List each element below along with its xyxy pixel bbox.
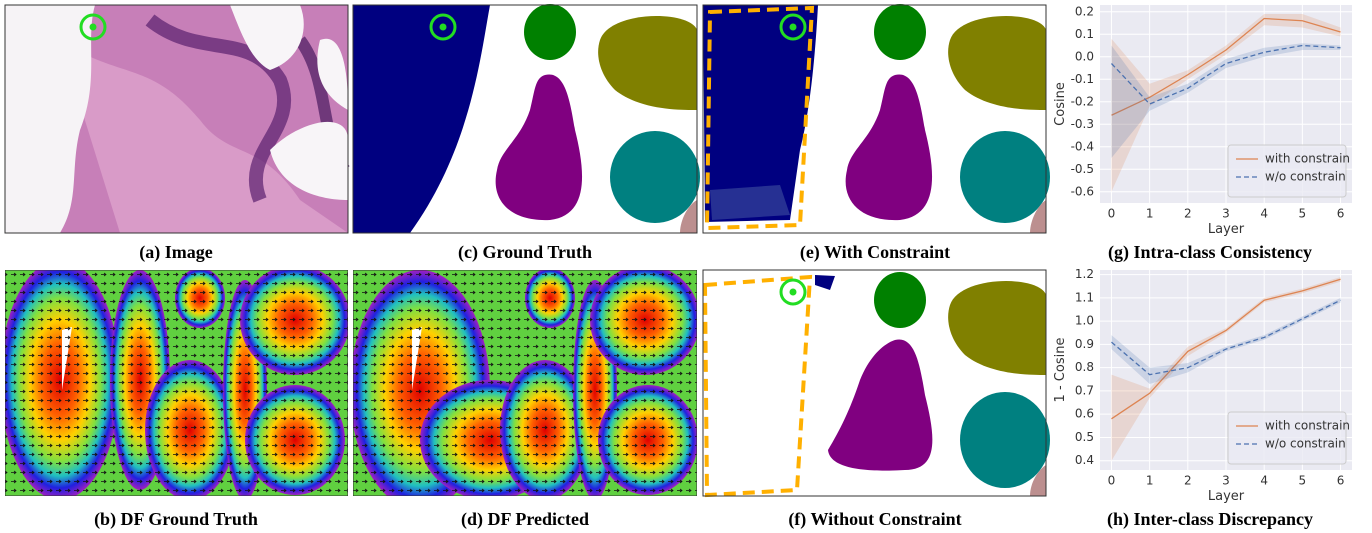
y-tick-label: -0.4 bbox=[1071, 139, 1094, 153]
x-tick-label: 3 bbox=[1222, 207, 1230, 221]
y-tick-label: 0.9 bbox=[1075, 337, 1094, 351]
y-tick-label: 1.0 bbox=[1075, 314, 1094, 328]
x-axis-label: Layer bbox=[1208, 222, 1245, 237]
x-tick-label: 6 bbox=[1337, 207, 1345, 221]
x-tick-label: 5 bbox=[1299, 207, 1307, 221]
y-tick-label: 0.0 bbox=[1075, 49, 1094, 63]
y-tick-label: 0.5 bbox=[1075, 430, 1094, 444]
y-tick-label: 0.2 bbox=[1075, 4, 1094, 18]
ground-truth-mask bbox=[353, 4, 700, 233]
x-tick-label: 2 bbox=[1184, 474, 1192, 488]
y-axis-label: Cosine bbox=[1053, 82, 1068, 126]
caption: (c) Ground Truth bbox=[458, 242, 592, 263]
with-constraint-mask bbox=[703, 4, 1050, 233]
legend-label: w/o constrain bbox=[1265, 170, 1346, 184]
x-axis-label: Layer bbox=[1208, 489, 1245, 504]
legend-label: with constrain bbox=[1265, 419, 1350, 433]
x-tick-label: 0 bbox=[1108, 207, 1116, 221]
caption: (b) DF Ground Truth bbox=[94, 509, 258, 530]
y-tick-label: 0.6 bbox=[1075, 407, 1094, 421]
caption: (h) Inter-class Discrepancy bbox=[1107, 509, 1313, 530]
y-tick-label: 0.8 bbox=[1075, 360, 1094, 374]
figure: (a) Image (b) DF Ground Truth (c) Ground… bbox=[0, 0, 1372, 533]
y-tick-label: -0.6 bbox=[1071, 184, 1094, 198]
x-tick-label: 4 bbox=[1260, 474, 1268, 488]
caption: (f) Without Constraint bbox=[788, 509, 961, 530]
x-tick-label: 2 bbox=[1184, 207, 1192, 221]
y-tick-label: -0.3 bbox=[1071, 117, 1094, 131]
x-tick-label: 1 bbox=[1146, 474, 1154, 488]
histology-image bbox=[5, 5, 348, 233]
y-tick-label: 1.2 bbox=[1075, 267, 1094, 281]
x-tick-label: 4 bbox=[1260, 207, 1268, 221]
x-tick-label: 5 bbox=[1299, 474, 1307, 488]
y-tick-label: -0.1 bbox=[1071, 72, 1094, 86]
y-tick-label: 0.7 bbox=[1075, 383, 1094, 397]
y-tick-label: -0.5 bbox=[1071, 162, 1094, 176]
x-tick-label: 0 bbox=[1108, 474, 1116, 488]
caption: (a) Image bbox=[139, 242, 212, 263]
legend-label: w/o constrain bbox=[1265, 437, 1346, 451]
df-predicted bbox=[350, 265, 700, 510]
caption: (d) DF Predicted bbox=[461, 509, 589, 530]
y-tick-label: 0.1 bbox=[1075, 27, 1094, 41]
y-tick-label: 0.4 bbox=[1075, 453, 1094, 467]
y-axis-label: 1 - Cosine bbox=[1053, 338, 1068, 403]
x-tick-label: 1 bbox=[1146, 207, 1154, 221]
without-constraint-mask bbox=[703, 270, 1050, 496]
caption: (e) With Constraint bbox=[800, 242, 950, 263]
y-tick-label: -0.2 bbox=[1071, 94, 1094, 108]
x-tick-label: 3 bbox=[1222, 474, 1230, 488]
x-tick-label: 6 bbox=[1337, 474, 1345, 488]
y-tick-label: 1.1 bbox=[1075, 290, 1094, 304]
df-ground-truth bbox=[0, 260, 350, 500]
caption: (g) Intra-class Consistency bbox=[1108, 242, 1312, 263]
legend-label: with constrain bbox=[1265, 152, 1350, 166]
